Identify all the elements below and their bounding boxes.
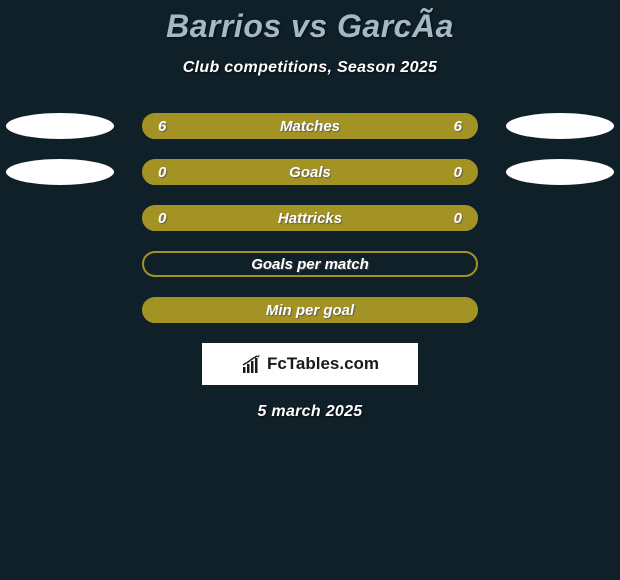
comparison-widget: Barrios vs GarcÃ­a Club competitions, Se… (0, 0, 620, 421)
stat-value-right: 0 (454, 164, 462, 181)
stat-bar: Goals per match (142, 251, 478, 277)
date: 5 march 2025 (257, 403, 362, 421)
stat-label: Matches (280, 118, 340, 135)
stat-row-hattricks: 0 Hattricks 0 (0, 205, 620, 231)
stat-row-goals: 0 Goals 0 (0, 159, 620, 185)
stat-value-left: 0 (158, 210, 166, 227)
player-indicator-left (6, 113, 114, 139)
stat-bar: 0 Hattricks 0 (142, 205, 478, 231)
stat-bar: 0 Goals 0 (142, 159, 478, 185)
stat-label: Min per goal (266, 302, 354, 319)
stat-value-right: 6 (454, 118, 462, 135)
stat-value-left: 0 (158, 164, 166, 181)
stat-bar: 6 Matches 6 (142, 113, 478, 139)
stat-bar: Min per goal (142, 297, 478, 323)
player-indicator-right (506, 113, 614, 139)
stat-label: Goals per match (251, 256, 369, 273)
logo[interactable]: FcTables.com (202, 343, 418, 385)
chart-icon (241, 355, 263, 373)
stat-row-min-per-goal: Min per goal (0, 297, 620, 323)
logo-text: FcTables.com (267, 354, 379, 374)
stat-value-right: 0 (454, 210, 462, 227)
title: Barrios vs GarcÃ­a (166, 8, 454, 45)
stat-label: Goals (289, 164, 331, 181)
stat-value-left: 6 (158, 118, 166, 135)
stat-row-matches: 6 Matches 6 (0, 113, 620, 139)
subtitle: Club competitions, Season 2025 (183, 59, 437, 77)
stat-row-goals-per-match: Goals per match (0, 251, 620, 277)
player-indicator-right (506, 159, 614, 185)
stat-label: Hattricks (278, 210, 342, 227)
player-indicator-left (6, 159, 114, 185)
stats-list: 6 Matches 6 0 Goals 0 0 Hattricks 0 (0, 113, 620, 323)
